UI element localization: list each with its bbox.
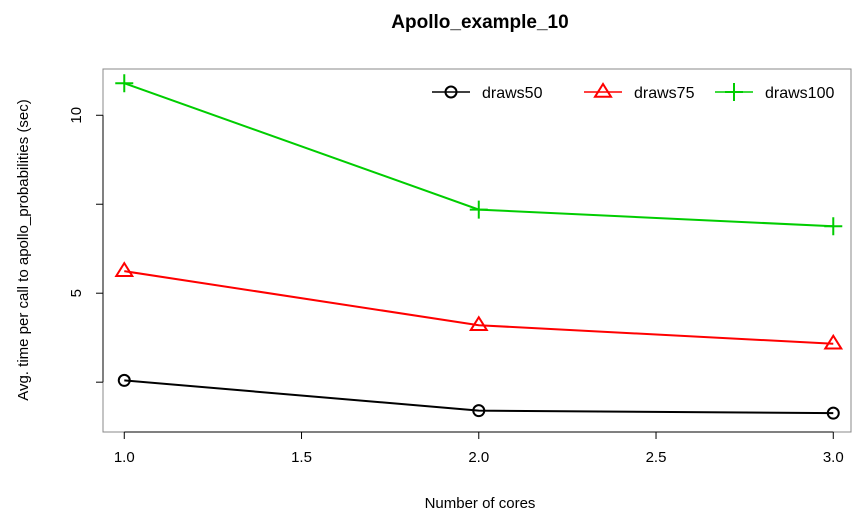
series-line-draws50	[124, 379, 834, 415]
x-tick-label: 3.0	[823, 449, 844, 466]
x-tick-label: 2.5	[646, 449, 667, 466]
legend-label: draws100	[765, 85, 834, 102]
y-tick-label: 5	[68, 289, 85, 297]
plot-box	[102, 68, 852, 433]
legend-item-draws50: draws50	[432, 85, 543, 102]
data-point-draws100	[115, 74, 134, 93]
series-draws50	[117, 373, 840, 420]
legend-item-draws75: draws75	[584, 82, 695, 102]
legend-marker	[444, 85, 458, 99]
legend-label: draws50	[482, 85, 543, 102]
x-axis: 1.0 1.5 2.0 2.5 3.0	[114, 431, 844, 466]
x-axis-label: Number of cores	[425, 495, 536, 512]
chart-title: Apollo_example_10	[391, 12, 568, 33]
data-point-draws100	[469, 200, 488, 219]
legend-marker	[725, 83, 743, 101]
legend: draws50 draws75 draws100	[432, 82, 834, 102]
data-point-draws100	[824, 217, 843, 236]
y-axis-label: Avg. time per call to apollo_probabiliti…	[15, 99, 32, 401]
x-tick-label: 2.0	[468, 449, 489, 466]
data-point-draws50	[117, 373, 131, 387]
legend-marker	[593, 82, 613, 98]
y-tick-label: 10	[68, 107, 85, 124]
x-tick-label: 1.5	[291, 449, 312, 466]
data-point-draws50	[472, 404, 486, 418]
data-point-draws75	[823, 333, 844, 350]
series-line-draws75	[124, 270, 834, 345]
series-draws75	[114, 261, 844, 350]
data-point-draws50	[826, 406, 840, 420]
series-group	[114, 74, 844, 420]
data-point-draws75	[468, 315, 489, 332]
x-tick-label: 1.0	[114, 449, 135, 466]
legend-item-draws100: draws100	[715, 83, 834, 102]
data-point-draws75	[114, 261, 135, 277]
y-axis: 5 10	[68, 107, 104, 383]
series-draws100	[115, 74, 843, 236]
legend-label: draws75	[634, 85, 695, 102]
